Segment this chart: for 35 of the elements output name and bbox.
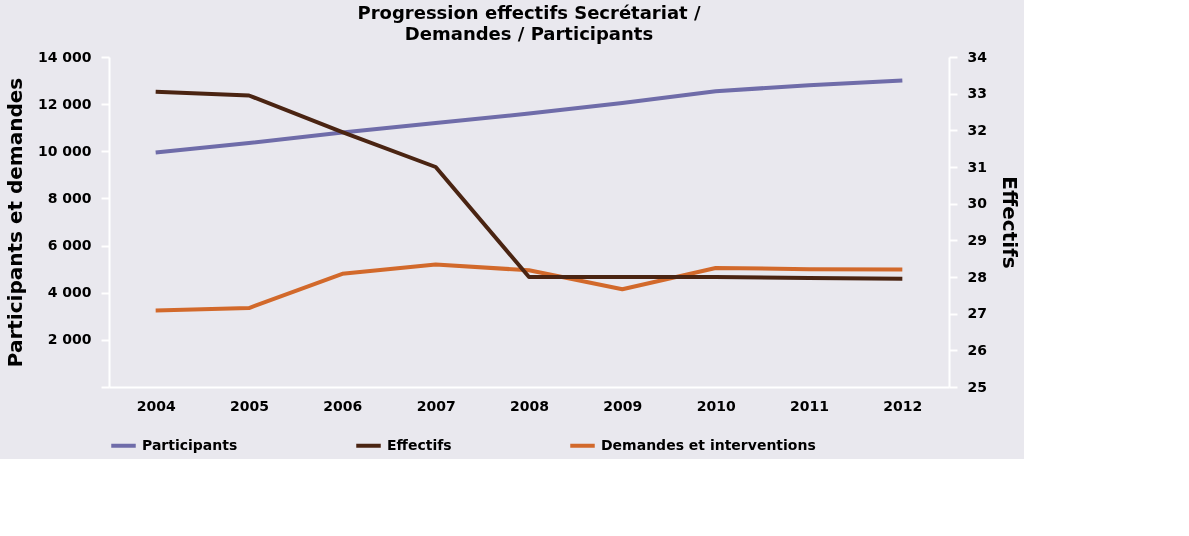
x-tick-label: 2011 — [790, 397, 829, 414]
x-tick-label: 2006 — [323, 397, 363, 414]
x-tick-label: 2008 — [510, 397, 549, 414]
x-tick-label: 2007 — [416, 397, 456, 414]
y-tick-label: 12 000 — [37, 95, 92, 112]
y2-tick-label: 27 — [967, 305, 987, 322]
y-tick-label: 6 000 — [47, 237, 92, 254]
y-tick-label: 2 000 — [47, 331, 92, 348]
x-tick-label: 2005 — [230, 397, 269, 414]
y2-tick-label: 32 — [967, 121, 987, 138]
chart-title: Progression effectifs Secrétariat / Demandes / Participants — [357, 2, 701, 44]
line-series — [153, 78, 905, 155]
y-tick-label: 14 000 — [37, 48, 92, 65]
y2-tick-label: 33 — [967, 85, 987, 102]
y2-tick-label: 30 — [967, 195, 988, 212]
y2-tick-label: 31 — [967, 158, 987, 175]
y-axis-title: Participants et demandes — [2, 77, 27, 368]
y2-tick-label: 28 — [967, 268, 987, 285]
y-tick-label: 4 000 — [47, 284, 92, 301]
x-tick-label: 2010 — [696, 397, 736, 414]
legend-label: Effectifs — [387, 436, 452, 453]
line-series — [153, 262, 905, 313]
y2-tick-label: 34 — [967, 48, 988, 65]
x-tick-label: 2009 — [603, 397, 643, 414]
x-tick-label: 2012 — [883, 397, 923, 414]
line-series — [153, 89, 905, 281]
y2-tick-label: 26 — [967, 341, 987, 358]
y2-tick-label: 25 — [967, 378, 987, 395]
y-tick-label: 8 000 — [47, 189, 92, 206]
legend-label: Demandes et interventions — [601, 436, 816, 453]
legend-label: Participants — [142, 436, 238, 453]
x-tick-label: 2004 — [136, 397, 176, 414]
y2-axis-title: Effectifs — [997, 176, 1022, 269]
y2-tick-label: 29 — [967, 231, 987, 248]
y-tick-label: 10 000 — [37, 142, 92, 159]
